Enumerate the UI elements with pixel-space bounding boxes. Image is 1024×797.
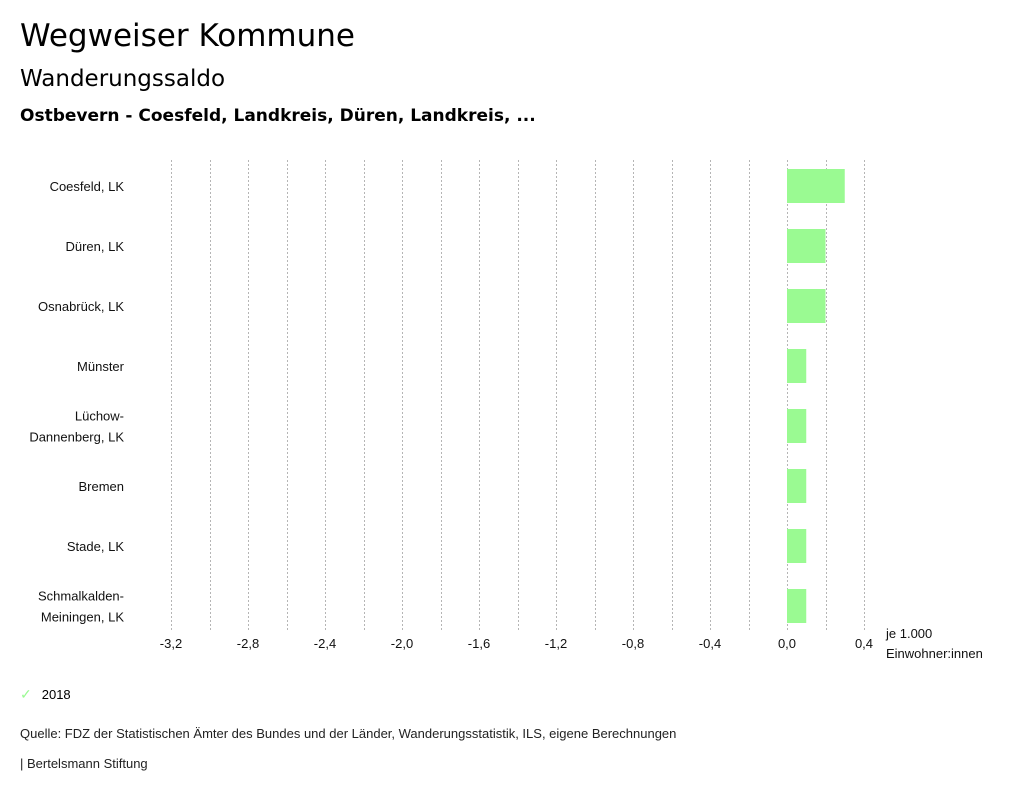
category-label: Lüchow- (75, 409, 124, 424)
legend-item-2018[interactable]: ✓ 2018 (20, 686, 71, 703)
x-axis-label: Einwohner:innen (886, 646, 983, 661)
source-note: Quelle: FDZ der Statistischen Ämter des … (20, 726, 677, 741)
bar (787, 409, 807, 443)
bar (787, 349, 807, 383)
x-axis-label: je 1.000 (885, 626, 932, 641)
category-label: Meiningen, LK (41, 610, 124, 625)
category-label: Stade, LK (67, 539, 124, 554)
brand-note: | Bertelsmann Stiftung (20, 756, 148, 771)
app-title: Wegweiser Kommune (20, 18, 355, 54)
x-tick-label: -1,2 (545, 636, 567, 651)
x-tick-label: -1,6 (468, 636, 490, 651)
region-title: Ostbevern - Coesfeld, Landkreis, Düren, … (20, 106, 536, 126)
x-tick-label: 0,4 (855, 636, 873, 651)
bar (787, 229, 826, 263)
category-label: Schmalkalden- (38, 589, 124, 604)
legend-label: 2018 (41, 687, 71, 702)
category-label: Düren, LK (65, 239, 124, 254)
x-tick-label: -0,8 (622, 636, 644, 651)
bar-chart: -3,2 -2,8 -2,4 -2,0 -1,6 -1,2 -0,8 -0,4 0,0 0,4 je… (29, 160, 983, 661)
x-tick-label: 0,0 (778, 636, 796, 651)
category-label: Coesfeld, LK (50, 179, 125, 194)
category-label: Bremen (78, 479, 124, 494)
category-label: Dannenberg, LK (29, 430, 124, 445)
bar (787, 529, 807, 563)
x-tick-label: -0,4 (699, 636, 721, 651)
x-tick-label: -3,2 (160, 636, 182, 651)
check-icon: ✓ (20, 686, 32, 702)
x-tick-label: -2,0 (391, 636, 413, 651)
bar (787, 169, 845, 203)
x-tick-label: -2,8 (237, 636, 259, 651)
chart-subtitle: Wanderungssaldo (20, 66, 226, 92)
category-label: Münster (77, 359, 125, 374)
category-label: Osnabrück, LK (38, 299, 124, 314)
bar (787, 469, 807, 503)
bar (787, 289, 826, 323)
x-tick-label: -2,4 (314, 636, 336, 651)
bar (787, 589, 807, 623)
